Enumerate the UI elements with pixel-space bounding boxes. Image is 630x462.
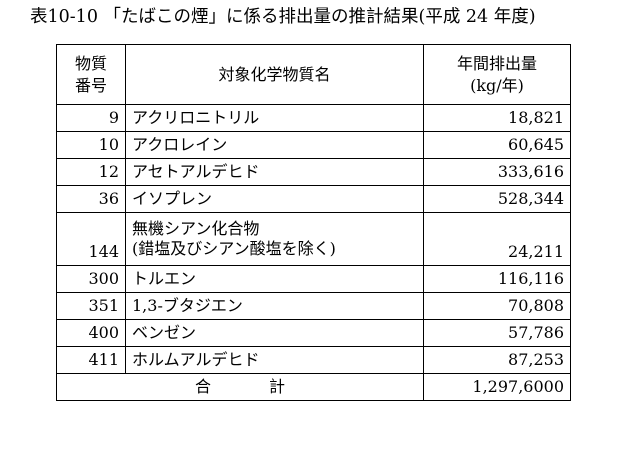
- emission-amount: 116,116: [423, 265, 571, 293]
- total-label-part1: 合: [194, 377, 211, 396]
- table-row: 300 トルエン 116,116: [56, 265, 571, 293]
- substance-name: トルエン: [125, 265, 424, 293]
- emission-amount: 24,211: [423, 212, 571, 266]
- table-row: 9 アクリロニトリル 18,821: [56, 104, 571, 132]
- emission-amount: 528,344: [423, 185, 571, 213]
- substance-name: アセトアルデヒド: [125, 158, 424, 186]
- emission-amount: 87,253: [423, 346, 571, 374]
- substance-name: アクロレイン: [125, 131, 424, 159]
- substance-name: イソプレン: [125, 185, 424, 213]
- header-amount-line2: (kg/年): [470, 75, 524, 95]
- substance-name: ホルムアルデヒド: [125, 346, 424, 374]
- header-substance-number: 物質 番号: [56, 44, 126, 105]
- substance-name: ベンゼン: [125, 319, 424, 347]
- substance-number: 10: [56, 131, 126, 159]
- table-row: 411 ホルムアルデヒド 87,253: [56, 346, 571, 374]
- table-row: 10 アクロレイン 60,645: [56, 131, 571, 159]
- total-row: 合計 1,297,6000: [56, 373, 571, 401]
- substance-number: 12: [56, 158, 126, 186]
- table-row: 12 アセトアルデヒド 333,616: [56, 158, 571, 186]
- emission-amount: 57,786: [423, 319, 571, 347]
- emission-amount: 70,808: [423, 292, 571, 320]
- substance-name: 無機シアン化合物 (錯塩及びシアン酸塩を除く): [125, 212, 424, 266]
- substance-name: 1,3-ブタジエン: [125, 292, 424, 320]
- substance-number: 144: [56, 212, 126, 266]
- table-row: 400 ベンゼン 57,786: [56, 319, 571, 347]
- substance-name-line1: 無機シアン化合物: [132, 219, 260, 238]
- header-number-line1: 物質: [74, 53, 107, 73]
- substance-number: 300: [56, 265, 126, 293]
- header-annual-emission: 年間排出量 (kg/年): [423, 44, 571, 105]
- table-row: 351 1,3-ブタジエン 70,808: [56, 292, 571, 320]
- substance-number: 411: [56, 346, 126, 374]
- table-title: 表10-10 「たばこの煙」に係る排出量の推計結果(平成 24 年度): [30, 7, 536, 27]
- substance-number: 9: [56, 104, 126, 132]
- table-row: 144 無機シアン化合物 (錯塩及びシアン酸塩を除く) 24,211: [56, 212, 571, 266]
- header-number-line2: 番号: [74, 75, 107, 95]
- substance-number: 400: [56, 319, 126, 347]
- header-row: 物質 番号 対象化学物質名 年間排出量 (kg/年): [56, 44, 571, 105]
- header-amount-line1: 年間排出量: [456, 53, 537, 73]
- substance-name: アクリロニトリル: [125, 104, 424, 132]
- emission-amount: 18,821: [423, 104, 571, 132]
- header-substance-name: 対象化学物質名: [125, 44, 424, 105]
- substance-number: 351: [56, 292, 126, 320]
- total-label-part2: 計: [269, 377, 286, 396]
- total-amount: 1,297,6000: [423, 373, 571, 401]
- emission-amount: 333,616: [423, 158, 571, 186]
- total-label: 合計: [56, 373, 424, 401]
- emissions-table: 物質 番号 対象化学物質名 年間排出量 (kg/年) 9 アクリロニトリル 18…: [56, 44, 571, 401]
- emission-amount: 60,645: [423, 131, 571, 159]
- substance-name-line2: (錯塩及びシアン酸塩を除く): [132, 239, 336, 258]
- substance-number: 36: [56, 185, 126, 213]
- table-row: 36 イソプレン 528,344: [56, 185, 571, 213]
